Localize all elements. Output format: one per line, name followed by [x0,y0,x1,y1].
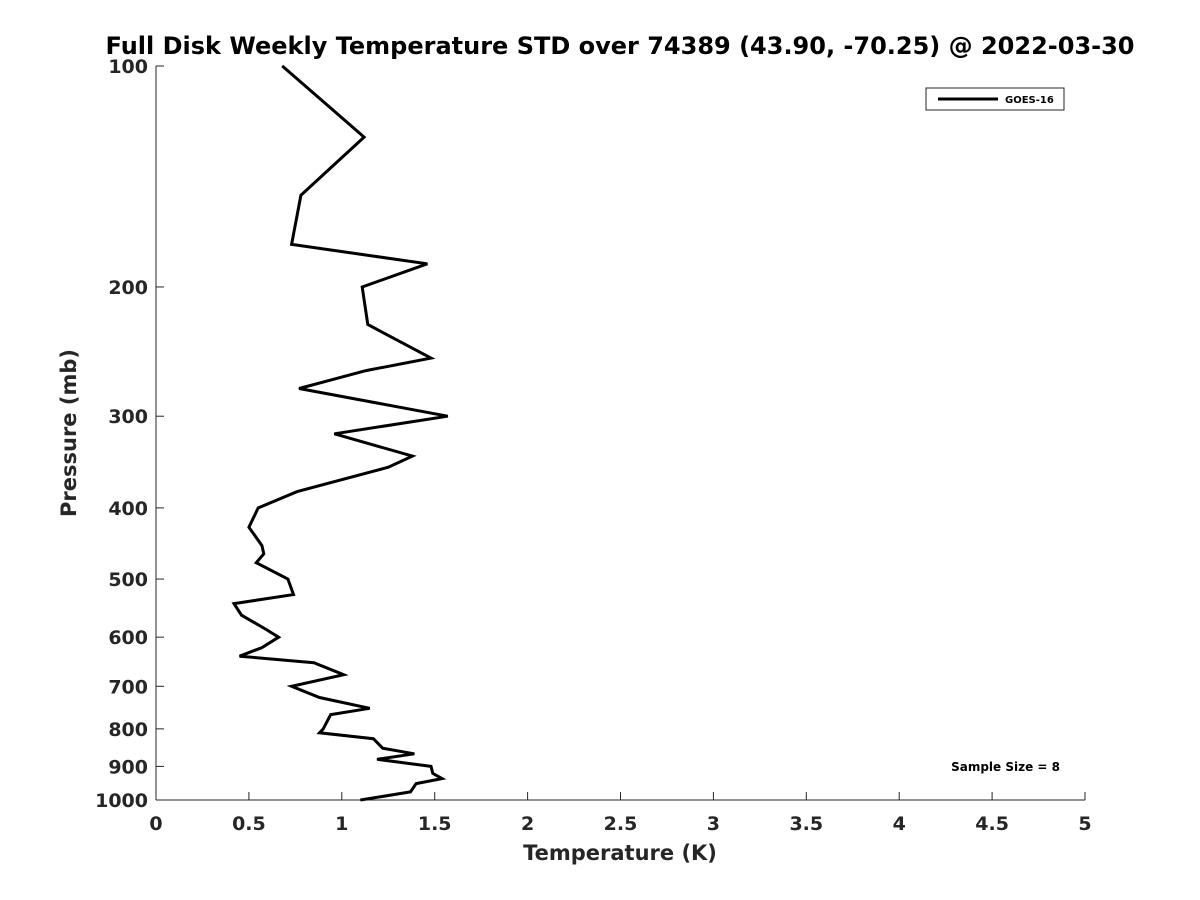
data-point [261,545,263,546]
data-point [261,647,263,649]
data-point [313,662,315,664]
data-point [296,491,298,493]
y-tick-label: 700 [108,676,148,698]
data-point [426,263,428,265]
x-tick-label: 4.5 [975,813,1009,835]
data-point [298,388,300,389]
x-tick-label: 0.5 [232,813,266,835]
data-point [415,783,417,785]
data-point [293,594,294,596]
data-point [411,455,413,457]
x-tick-label: 4 [893,813,906,835]
data-point [363,136,365,138]
data-point [239,655,241,657]
data-point [441,778,443,780]
data-point [369,707,371,709]
data-point [376,758,378,760]
y-tick-label: 500 [108,569,148,591]
x-tick-label: 1 [335,813,348,835]
y-tick-label: 900 [108,756,148,778]
data-point [241,614,242,616]
data-point [281,65,283,67]
data-point [319,732,320,734]
data-point [319,697,320,698]
data-point [413,753,415,755]
data-point [263,553,265,555]
x-tick-label: 1.5 [418,813,452,835]
legend-entry-goes16: GOES-16 [1005,95,1054,106]
data-point [233,603,235,605]
y-tick-label: 300 [108,406,148,428]
x-tick-label: 5 [1078,813,1091,835]
x-axis-ticks: 0 0.5 1 1.5 2 2.5 3 3.5 4 4.5 5 [149,792,1092,835]
data-point [365,370,367,372]
data-point [367,324,369,325]
data-point [387,466,389,468]
data-point [343,674,345,676]
y-tick-label: 800 [108,719,148,741]
x-tick-label: 3.5 [789,813,823,835]
y-tick-label: 1000 [95,790,148,812]
data-point [330,714,332,716]
y-tick-label: 400 [108,498,148,520]
data-point [287,578,289,580]
data-point [410,791,411,793]
data-point [257,507,259,509]
legend: GOES-16 [925,87,1065,111]
x-tick-label: 3 [707,813,720,835]
data-point [322,728,324,730]
data-point [447,415,449,417]
data-point [430,357,432,359]
series-line-goes-16 [231,64,448,802]
data-point [265,628,267,630]
y-axis-ticks: 100 200 300 400 500 600 700 800 900 1000 [95,56,164,812]
data-point [432,772,434,774]
data-point [382,747,384,749]
y-tick-label: 600 [108,627,148,649]
data-point [359,799,361,801]
x-tick-label: 2.5 [604,813,638,835]
data-point [430,765,432,767]
data-point [291,243,293,245]
y-tick-label: 100 [108,56,148,78]
y-axis-label: Pressure (mb) [57,349,81,517]
data-point [291,685,293,687]
data-point [300,194,302,196]
data-point [255,562,257,564]
data-point [372,738,374,740]
chart-title: Full Disk Weekly Temperature STD over 74… [106,32,1135,60]
x-tick-label: 2 [521,813,534,835]
y-tick-label: 200 [108,277,148,299]
data-point [278,636,280,638]
data-point [361,286,363,288]
x-axis-label: Temperature (K) [523,841,717,865]
sample-size-annotation: Sample Size = 8 [951,760,1060,774]
series-layer [231,64,449,802]
data-point [248,526,250,528]
data-point [333,433,335,435]
x-tick-label: 0 [149,813,162,835]
